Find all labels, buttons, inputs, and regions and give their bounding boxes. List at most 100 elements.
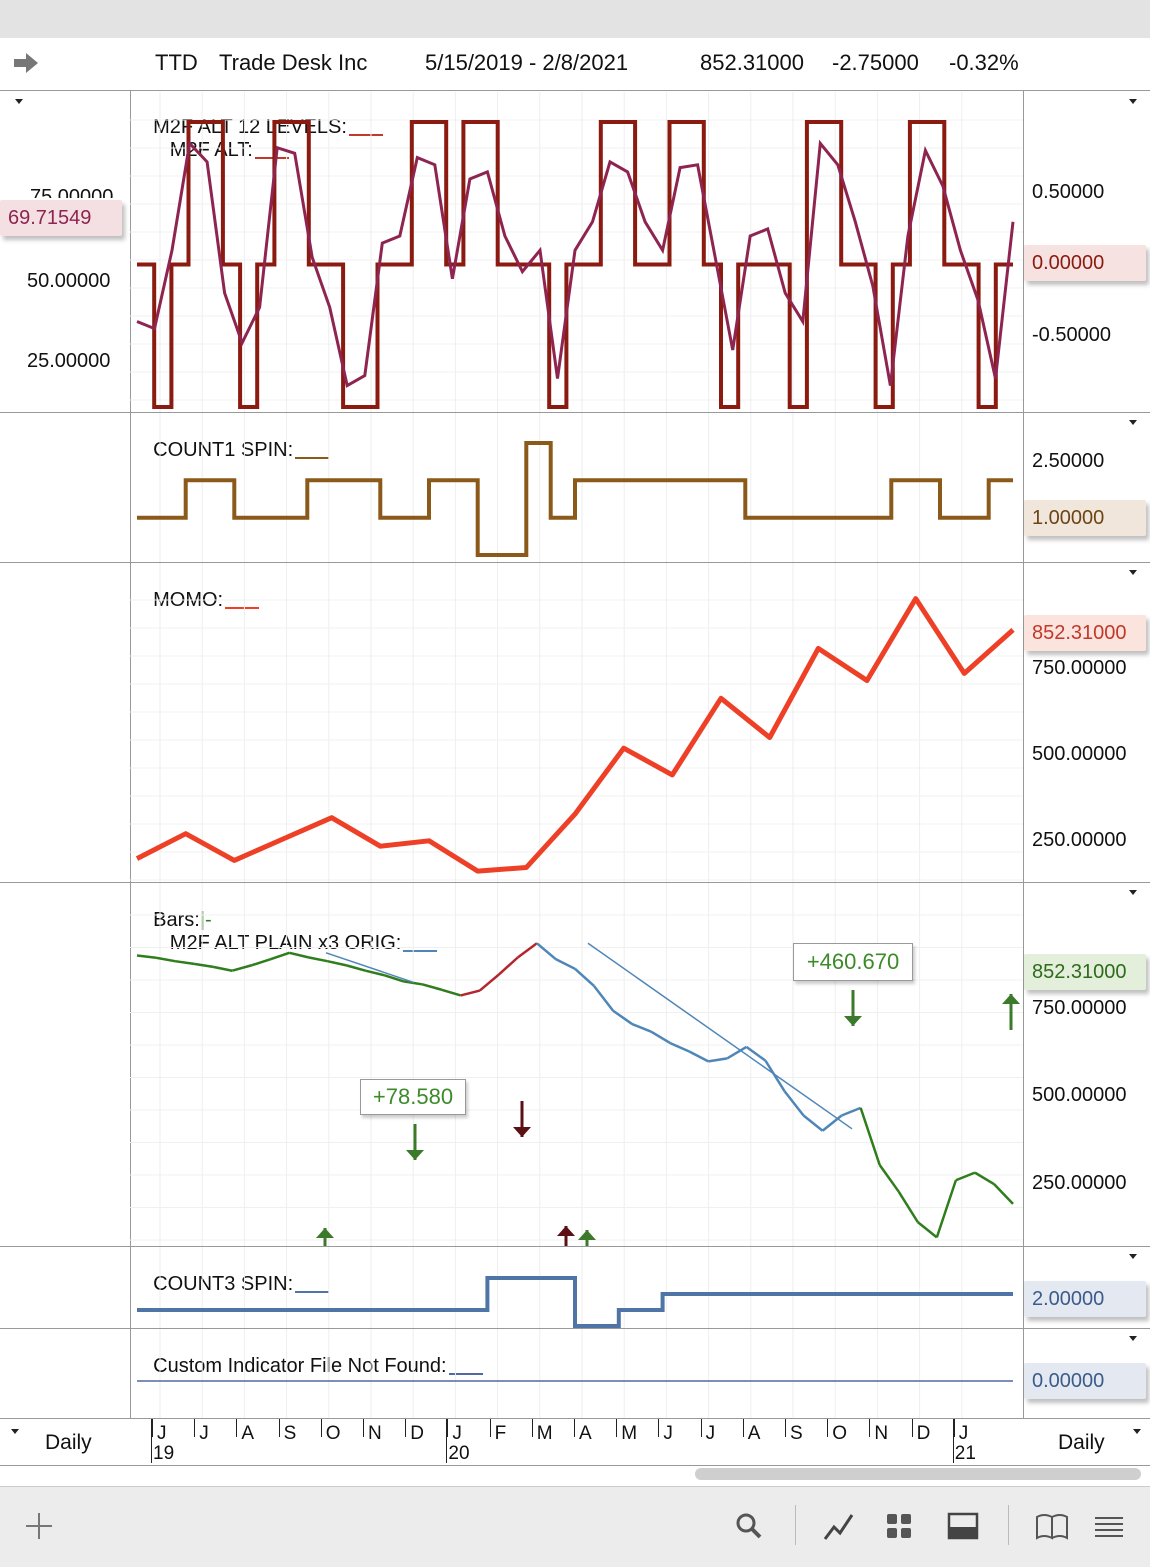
percent-change: -0.32% <box>949 50 1019 75</box>
price-bar <box>726 1045 748 1060</box>
panel-divider[interactable] <box>0 882 1150 883</box>
price-bar <box>536 942 557 961</box>
chart-canvas[interactable] <box>0 0 1150 1418</box>
panel2-title: COUNT1 SPIN: <box>142 416 330 462</box>
chevron-down-icon[interactable] <box>1129 890 1137 895</box>
buy-arrow-icon <box>578 1230 596 1240</box>
price-bar <box>897 1191 919 1223</box>
search-icon[interactable] <box>730 1507 768 1545</box>
year-label: 19 <box>153 1443 175 1464</box>
chevron-down-icon[interactable] <box>1129 99 1137 104</box>
grid-layout-icon[interactable] <box>880 1507 918 1545</box>
bottom-toolbar <box>0 1486 1150 1567</box>
chevron-down-icon[interactable] <box>11 1429 19 1434</box>
count3-panel <box>137 1276 1013 1328</box>
price-bar <box>859 1107 881 1166</box>
m2f-alt-series <box>136 139 1015 388</box>
price-bar <box>136 954 157 960</box>
buy-arrow-icon <box>557 1226 575 1236</box>
month-label: D <box>916 1423 931 1444</box>
price-bar <box>441 988 462 997</box>
month-tick <box>489 1419 491 1437</box>
price-bar <box>384 974 404 983</box>
year-label: 20 <box>448 1443 470 1464</box>
price-bar <box>669 1041 690 1053</box>
panel-divider[interactable] <box>0 412 1150 413</box>
right-tick: 2.50000 <box>1032 450 1105 472</box>
month-tick <box>953 1419 955 1437</box>
price-bar <box>935 1179 958 1238</box>
month-tick <box>869 1419 871 1437</box>
chevron-down-icon[interactable] <box>1129 1254 1137 1259</box>
month-tick <box>827 1419 829 1437</box>
m2f-plain-series <box>325 952 415 984</box>
month-label: J <box>452 1423 462 1444</box>
draw-line-icon[interactable] <box>820 1507 858 1545</box>
price-bar <box>802 1114 824 1132</box>
right-tick: 250.00000 <box>1032 1172 1127 1194</box>
count1-series <box>137 441 1013 557</box>
price-bar <box>783 1090 805 1117</box>
month-tick <box>658 1419 660 1437</box>
month-tick <box>742 1419 744 1437</box>
price-bar <box>289 951 309 959</box>
month-label: S <box>283 1423 297 1444</box>
month-label: N <box>368 1423 382 1444</box>
m2f-plain-label: M2F ALT PLAIN x3 ORIG: <box>169 932 402 954</box>
m2f-alt-swatch <box>254 157 289 159</box>
month-tick <box>574 1419 575 1437</box>
left-tick: 75.00000 <box>30 186 114 198</box>
count3-series <box>137 1276 1013 1328</box>
add-icon[interactable] <box>20 1507 58 1545</box>
month-tick <box>616 1419 618 1437</box>
price-bar <box>878 1164 900 1193</box>
price-bar <box>708 1057 728 1063</box>
chevron-down-icon[interactable] <box>1129 420 1137 425</box>
year-tick <box>446 1419 448 1463</box>
month-tick <box>911 1419 913 1437</box>
month-tick <box>320 1419 322 1437</box>
month-label: J <box>705 1423 716 1444</box>
price-bar <box>688 1050 709 1063</box>
month-tick <box>278 1419 280 1437</box>
time-axis[interactable]: Daily J 19 J A S O N D J 20 F M A M J J A S O N D J 21 Daily <box>0 1418 1150 1466</box>
chevron-down-icon[interactable] <box>1133 1429 1141 1434</box>
chevron-down-icon[interactable] <box>15 99 23 104</box>
price-bar <box>365 969 385 977</box>
month-label: J <box>663 1423 673 1444</box>
grid-lines <box>130 92 1023 1418</box>
count1-label: COUNT1 SPIN: <box>153 439 294 461</box>
panel-layout-icon[interactable] <box>944 1507 982 1545</box>
right-tick: 750.00000 <box>1032 997 1127 1019</box>
panel6-title: Custom Indicator File Not Found: <box>142 1332 483 1378</box>
horizontal-scrollbar[interactable] <box>695 1468 1141 1480</box>
month-tick <box>363 1419 364 1437</box>
right-value-badge: 0.00000 <box>1024 1363 1146 1399</box>
chevron-down-icon[interactable] <box>1129 570 1137 575</box>
price-bar <box>612 1009 633 1026</box>
book-icon[interactable] <box>1033 1507 1071 1545</box>
month-tick <box>152 1419 153 1437</box>
price-bar <box>422 983 443 991</box>
date-range: 5/15/2019 - 2/8/2021 <box>425 50 629 75</box>
panel-divider[interactable] <box>0 1246 1150 1247</box>
year-tick <box>952 1419 954 1463</box>
month-label: F <box>494 1423 507 1444</box>
share-arrow-icon[interactable] <box>12 52 40 74</box>
count3-swatch <box>295 1291 330 1293</box>
m2f-plain-series <box>587 942 853 1130</box>
menu-icon[interactable] <box>1090 1507 1128 1545</box>
month-label: N <box>874 1423 889 1444</box>
panel-divider[interactable] <box>0 562 1150 563</box>
period-selector-right[interactable]: Daily <box>1058 1431 1105 1454</box>
period-selector-left[interactable]: Daily <box>45 1431 92 1454</box>
panel-divider[interactable] <box>0 1328 1150 1329</box>
month-label: D <box>410 1423 424 1444</box>
chevron-down-icon[interactable] <box>1129 1336 1137 1341</box>
month-tick <box>700 1419 702 1437</box>
month-tick <box>194 1419 196 1437</box>
price-bar <box>155 956 176 963</box>
toolbar-separator <box>795 1505 796 1545</box>
price-bar <box>346 964 366 972</box>
price-bar <box>193 962 214 969</box>
